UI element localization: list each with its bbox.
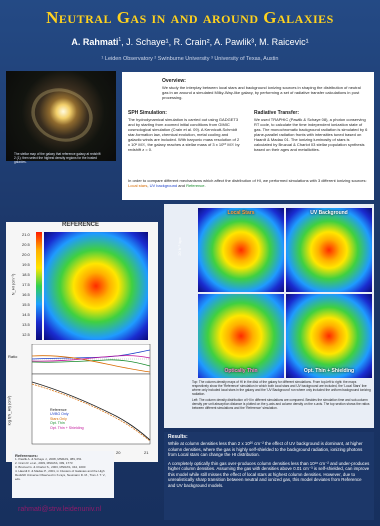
colorbar-tick-10: 12.5 [22, 332, 30, 337]
colorbar-tick-5: 17.5 [22, 282, 30, 287]
colorbar-tick-4: 18.5 [22, 272, 30, 277]
galaxy-spiral-shape [23, 79, 101, 151]
overview-text: We study the interplay between local sta… [162, 85, 361, 101]
ratio-label: Ratio [8, 354, 18, 359]
rt-heading: Radiative Transfer: [254, 110, 300, 116]
legend-reference: Reference [50, 408, 67, 412]
colorbar-tick-2: 20.0 [22, 252, 30, 257]
sph-block: SPH Simulation: The hydrodynamical simul… [128, 110, 240, 152]
reference-item: 1. Pawlik A. & Schaye J., 2008, MNRAS, 3… [15, 457, 82, 462]
colorbar-tick-8: 14.5 [22, 312, 30, 317]
rt-block: Radiative Transfer: We used TRAPHIC (Paw… [254, 110, 368, 152]
poster-title: Neutral Gas in and around Galaxies [46, 8, 334, 27]
reference-label: REFERENCE [62, 222, 100, 228]
results-panel: Results: While at column densities less … [164, 432, 374, 520]
main-author: A. Rahmati [71, 37, 119, 47]
plot-legend: Reference UVBG Only Stars Only Opt. Thin… [50, 408, 84, 430]
opt-thin-shielding-map: Opt. Thin + Shielding [286, 294, 372, 378]
optically-thin-label: Optically Thin [224, 368, 258, 374]
affiliations: ¹ Leiden Observatory ² Swinburne Univers… [101, 56, 279, 62]
colorbar-tick-0: 21.0 [22, 232, 30, 237]
intro-local: Local stars [128, 183, 148, 188]
other-authors: , J. Schaye¹, R. Crain², A. Pawlik³, M. … [121, 37, 309, 47]
references-heading: References: [15, 453, 38, 458]
overview-heading: Overview: [162, 78, 186, 84]
results-heading: Results: [168, 434, 188, 440]
references: References: 1. Pawlik A. & Schaye J., 20… [12, 451, 114, 498]
galaxy-caption: The stellar map of the galaxy that refer… [14, 152, 101, 164]
main-author-sup: 1 [118, 37, 122, 43]
intro-uvb: UV background [149, 183, 178, 188]
overview-block: Overview: We study the interplay between… [162, 78, 368, 100]
colorbar-tick-6: 16.5 [22, 292, 30, 297]
maps-panel: Local Stars UV Background Optically Thin… [164, 204, 374, 428]
intro-ref: Reference [186, 183, 205, 188]
reference-item: 4. Haardt F. & Madau P., 2001, in Cluste… [15, 468, 107, 481]
intro-text: In order to compare different mechanisms… [128, 178, 367, 183]
optically-thin-map: Optically Thin [198, 294, 284, 378]
maps-caption: Top: The column-density maps of HI in th… [192, 380, 372, 410]
colorbar-tick-1: 20.5 [22, 242, 30, 247]
local-stars-map: Local Stars [198, 208, 284, 292]
reference-item: 2. Crain R. et al., 2009, MNRAS, 399, 17… [15, 461, 73, 466]
colorbar-tick-3: 19.5 [22, 262, 30, 267]
local-stars-label: Local Stars [227, 210, 255, 216]
results-block: Results: While at column densities less … [168, 434, 370, 488]
uv-background-label: UV Background [310, 210, 348, 216]
x-tick-3: 20 [116, 450, 121, 455]
distribution-plot [31, 344, 151, 445]
overview-panel: Overview: We study the interplay between… [122, 72, 374, 200]
rt-text: We used TRAPHIC (Pawlik & Schaye 08), a … [254, 117, 368, 153]
reference-panel: REFERENCE N_HI (cm⁻²) 21.0 20.5 20.0 19.… [6, 222, 158, 462]
galaxy-stellar-map [6, 71, 116, 161]
sph-text: The hydrodynamical simulation is carried… [128, 117, 240, 153]
x-tick-4: 21 [144, 450, 149, 455]
caption-left: Left: The column density distribution of… [192, 398, 370, 410]
opt-thin-shielding-label: Opt. Thin + Shielding [303, 368, 355, 374]
caption-top: Top: The column-density maps of HI in th… [192, 380, 371, 396]
authors: A. Rahmati1, J. Schaye¹, R. Crain², A. P… [0, 37, 380, 47]
scale-label: 20 h⁻¹ kpc [176, 237, 182, 256]
intro-block: In order to compare different mechanisms… [128, 178, 367, 188]
legend-optthin: Opt. Thin [50, 421, 65, 426]
colorbar-label: N_HI (cm⁻²) [10, 273, 16, 296]
reference-item: 3. Bruzual G. & Charlot S., 2003, MNRAS,… [15, 464, 86, 469]
f-label: log f(N_HI) (cm²) [6, 395, 12, 426]
colorbar-tick-9: 13.5 [22, 322, 30, 327]
legend-uvbg: UVBG Only [50, 412, 69, 417]
contact-email[interactable]: rahmati@strw.leidenuniv.nl [18, 506, 102, 513]
legend-optthin-shield: Opt. Thin + Shielding [50, 425, 84, 430]
reference-map [44, 232, 148, 340]
sph-heading: SPH Simulation: [128, 110, 167, 116]
results-p1: While at column densities less than 2 x … [168, 441, 363, 458]
colorbar-tick-7: 15.5 [22, 302, 30, 307]
uv-background-map: UV Background [286, 208, 372, 292]
colorbar [36, 232, 42, 340]
results-p2: A completely optically thin gas over-pro… [168, 460, 370, 488]
legend-stars: Stars Only [50, 416, 67, 421]
